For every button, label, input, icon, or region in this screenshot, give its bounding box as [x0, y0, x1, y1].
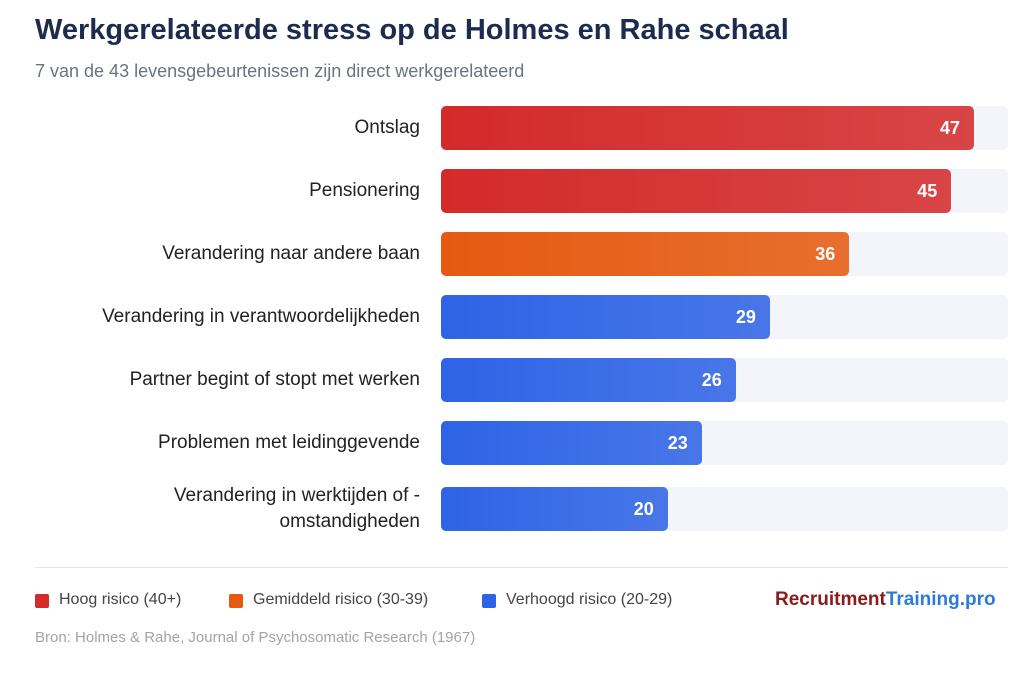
bar [441, 106, 974, 150]
chart-subtitle: 7 van de 43 levensgebeurtenissen zijn di… [35, 61, 525, 81]
category-label: Verandering in verantwoordelijkheden [102, 306, 420, 328]
value-label: 47 [939, 117, 960, 138]
category-label: Verandering naar andere baan [162, 243, 420, 265]
bar [441, 232, 850, 276]
logo: RecruitmentTraining.pro [775, 589, 996, 611]
bar [441, 295, 770, 339]
value-label: 20 [633, 498, 654, 519]
value-label: 23 [667, 432, 688, 453]
value-label: 36 [815, 243, 836, 264]
category-label: Problemen met leidinggevende [158, 432, 420, 454]
bar [441, 169, 952, 213]
category-label: Partner begint of stopt met werken [129, 369, 420, 391]
legend-swatch [35, 594, 49, 608]
source: Bron: Holmes & Rahe, Journal of Psychoso… [35, 629, 476, 646]
bar [441, 487, 668, 531]
value-label: 45 [917, 180, 938, 201]
category-label: Ontslag [354, 117, 420, 139]
bar [441, 421, 702, 465]
separator [35, 567, 1008, 568]
bar [441, 358, 736, 402]
category-label: Verandering in werktijden of - omstandig… [173, 485, 420, 532]
legend-swatch [229, 594, 243, 608]
logo-part: Training.pro [885, 589, 996, 610]
value-label: 26 [701, 369, 722, 390]
legend-label: Gemiddeld risico (30-39) [253, 591, 429, 608]
legend-swatch [482, 594, 496, 608]
legend-label: Verhoogd risico (20-29) [506, 591, 673, 608]
category-label: Pensionering [309, 180, 420, 202]
value-label: 29 [735, 306, 756, 327]
logo-part: Recruitment [775, 589, 886, 610]
legend-label: Hoog risico (40+) [59, 591, 182, 608]
chart-title: Werkgerelateerde stress op de Holmes en … [35, 14, 789, 46]
